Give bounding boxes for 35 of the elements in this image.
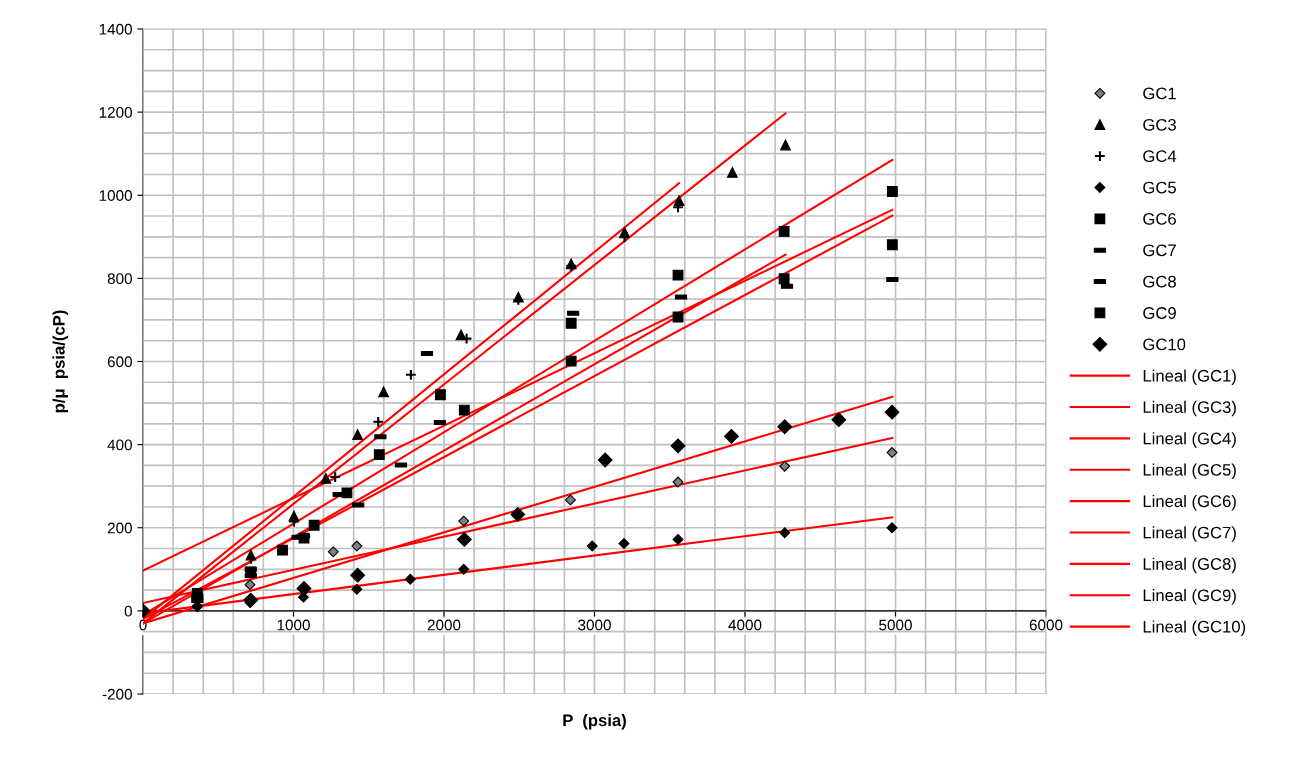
legend-label: Lineal (GC9) — [1143, 589, 1236, 605]
y-tick-label: 0 — [124, 605, 132, 617]
y-tick-label: 600 — [107, 356, 132, 368]
legend-label: GC10 — [1143, 338, 1186, 351]
legend-label: GC9 — [1143, 307, 1176, 319]
y-tick-label: 1400 — [99, 23, 132, 35]
y-tick-label: 400 — [107, 439, 132, 451]
x-tick-label: 3000 — [578, 619, 611, 631]
x-tick-label: 5000 — [879, 619, 912, 631]
legend-label: GC4 — [1143, 150, 1177, 163]
x-tick-label: 1000 — [277, 619, 310, 631]
legend-label: Lineal (GC5) — [1143, 463, 1236, 480]
legend-label: Lineal (GC4) — [1143, 432, 1236, 448]
x-axis-title: P (psia) — [563, 713, 626, 730]
y-tick-label: 200 — [107, 522, 132, 534]
legend-label: Lineal (GC7) — [1143, 526, 1236, 542]
legend-label: Lineal (GC1) — [1143, 369, 1236, 385]
y-axis-title: p/μ psia/(cP) — [52, 310, 69, 413]
x-tick-label: 4000 — [728, 619, 762, 631]
y-tick-label: -200 — [102, 688, 132, 700]
legend-label: GC1 — [1143, 87, 1176, 100]
legend-label: GC8 — [1143, 275, 1176, 288]
legend-label: GC6 — [1143, 213, 1176, 225]
y-tick-label: 1000 — [99, 190, 132, 201]
x-tick-label: 2000 — [427, 619, 461, 631]
y-tick-label: 1200 — [99, 106, 132, 118]
legend-label: Lineal (GC6) — [1143, 494, 1236, 511]
legend-label: Lineal (GC8) — [1143, 557, 1236, 574]
legend-label: GC7 — [1143, 244, 1176, 257]
legend-label: Lineal (GC3) — [1143, 400, 1236, 417]
legend-label: Lineal (GC10) — [1143, 620, 1246, 636]
legend-label: GC5 — [1143, 181, 1176, 194]
x-tick-label: 6000 — [1029, 619, 1063, 631]
legend-label: GC3 — [1143, 118, 1176, 131]
y-tick-label: 800 — [107, 273, 132, 285]
